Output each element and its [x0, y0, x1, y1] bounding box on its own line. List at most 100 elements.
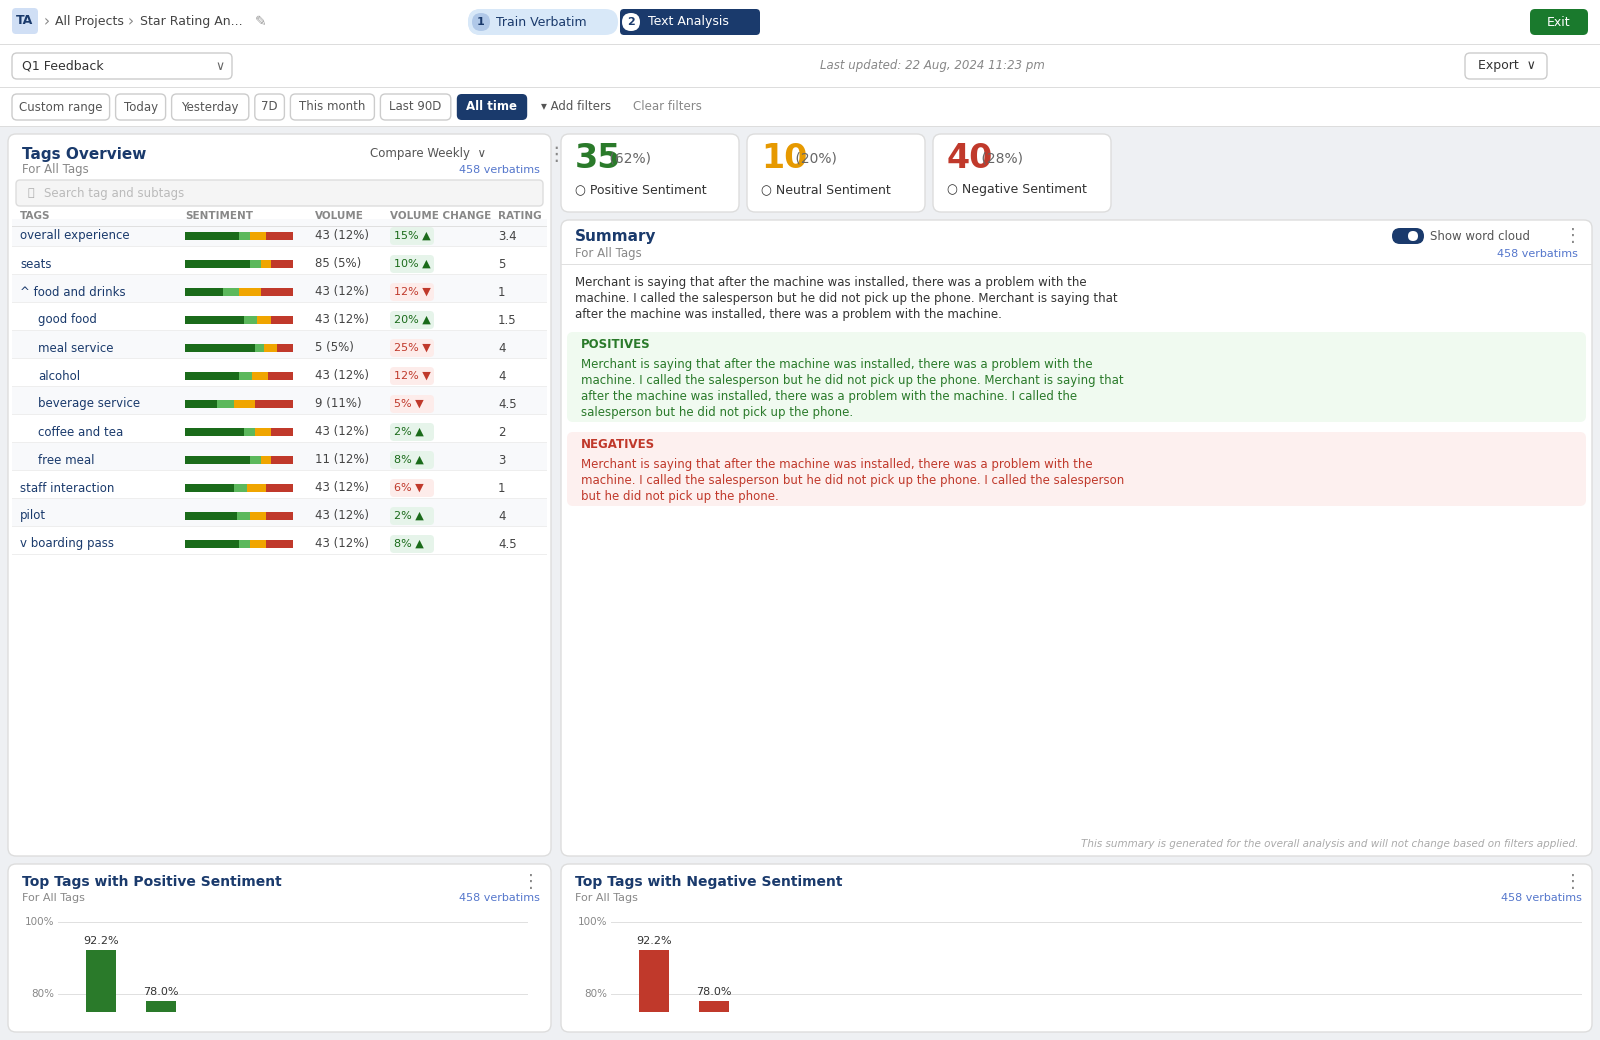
Bar: [186, 260, 250, 268]
Text: 2: 2: [627, 17, 635, 27]
Bar: [272, 260, 293, 268]
Bar: [264, 344, 277, 352]
Text: 11 (12%): 11 (12%): [315, 453, 370, 467]
Bar: [250, 232, 266, 240]
FancyBboxPatch shape: [621, 9, 760, 35]
Bar: [13, 219, 547, 246]
Bar: [186, 456, 250, 464]
Text: For All Tags: For All Tags: [574, 248, 642, 260]
Text: Exit: Exit: [1547, 16, 1571, 28]
Bar: [250, 512, 266, 520]
Text: Train Verbatim: Train Verbatim: [496, 16, 587, 28]
Text: Tags Overview: Tags Overview: [22, 147, 146, 161]
Text: 4: 4: [498, 369, 506, 383]
Text: 2% ▲: 2% ▲: [394, 511, 424, 521]
Bar: [266, 484, 293, 492]
Text: ⋮: ⋮: [522, 873, 541, 891]
Bar: [146, 1002, 176, 1012]
Text: ○ Negative Sentiment: ○ Negative Sentiment: [947, 183, 1086, 197]
FancyBboxPatch shape: [747, 134, 925, 212]
Text: 1: 1: [477, 17, 485, 27]
Text: 25% ▼: 25% ▼: [394, 343, 430, 353]
FancyBboxPatch shape: [390, 535, 434, 553]
Text: 4.5: 4.5: [498, 538, 517, 550]
Bar: [186, 484, 234, 492]
Text: 458 verbatims: 458 verbatims: [1498, 249, 1578, 259]
Bar: [272, 428, 293, 436]
Text: Summary: Summary: [574, 229, 656, 243]
Bar: [222, 288, 238, 296]
Text: Q1 Feedback: Q1 Feedback: [22, 59, 104, 73]
Text: 100%: 100%: [578, 917, 606, 927]
Text: free meal: free meal: [38, 453, 94, 467]
Text: but he did not pick up the phone.: but he did not pick up the phone.: [581, 490, 779, 503]
Text: ⋮: ⋮: [1565, 227, 1582, 245]
Text: machine. I called the salesperson but he did not pick up the phone. Merchant is : machine. I called the salesperson but he…: [581, 374, 1123, 387]
Text: 12% ▼: 12% ▼: [394, 371, 430, 381]
Text: 43 (12%): 43 (12%): [315, 313, 370, 327]
FancyBboxPatch shape: [8, 134, 550, 856]
FancyBboxPatch shape: [1466, 53, 1547, 79]
Bar: [277, 344, 293, 352]
Text: after the machine was installed, there was a problem with the machine. I called : after the machine was installed, there w…: [581, 390, 1077, 402]
Text: Merchant is saying that after the machine was installed, there was a problem wit: Merchant is saying that after the machin…: [574, 276, 1086, 289]
Text: For All Tags: For All Tags: [22, 163, 88, 177]
FancyBboxPatch shape: [622, 12, 640, 31]
Text: 12% ▼: 12% ▼: [394, 287, 430, 297]
Text: 40: 40: [947, 141, 994, 175]
Text: ∨: ∨: [216, 59, 224, 73]
Text: ^ food and drinks: ^ food and drinks: [19, 286, 126, 298]
Bar: [0, 45, 1600, 87]
Text: 43 (12%): 43 (12%): [315, 425, 370, 439]
Text: coffee and tea: coffee and tea: [38, 425, 123, 439]
Text: 1: 1: [498, 482, 506, 494]
Bar: [638, 951, 669, 1012]
FancyBboxPatch shape: [472, 12, 490, 31]
Text: TA: TA: [16, 15, 34, 27]
Text: POSITIVES: POSITIVES: [581, 338, 651, 350]
Text: 5 (5%): 5 (5%): [315, 341, 354, 355]
Bar: [256, 428, 272, 436]
Text: 15% ▲: 15% ▲: [394, 231, 430, 241]
Text: 🔍: 🔍: [29, 188, 35, 198]
Bar: [186, 540, 238, 548]
Text: salesperson but he did not pick up the phone.: salesperson but he did not pick up the p…: [581, 406, 853, 419]
Text: 20% ▲: 20% ▲: [394, 315, 430, 324]
Text: Last 90D: Last 90D: [389, 101, 442, 113]
Text: 10% ▲: 10% ▲: [394, 259, 430, 269]
Bar: [186, 400, 218, 408]
FancyBboxPatch shape: [390, 479, 434, 497]
Text: 92.2%: 92.2%: [83, 936, 118, 946]
Text: meal service: meal service: [38, 341, 114, 355]
Bar: [186, 288, 222, 296]
FancyBboxPatch shape: [1408, 231, 1418, 241]
FancyBboxPatch shape: [390, 395, 434, 413]
FancyBboxPatch shape: [16, 180, 542, 206]
Text: good food: good food: [38, 313, 98, 327]
FancyBboxPatch shape: [254, 94, 285, 120]
Text: beverage service: beverage service: [38, 397, 141, 411]
Text: alcohol: alcohol: [38, 369, 80, 383]
Bar: [238, 540, 250, 548]
Text: 80%: 80%: [584, 989, 606, 999]
FancyBboxPatch shape: [562, 864, 1592, 1032]
Text: Top Tags with Positive Sentiment: Top Tags with Positive Sentiment: [22, 875, 282, 889]
FancyBboxPatch shape: [390, 255, 434, 272]
Text: 3.4: 3.4: [498, 230, 517, 242]
Text: 85 (5%): 85 (5%): [315, 258, 362, 270]
Text: Compare Weekly  ∨: Compare Weekly ∨: [370, 148, 486, 160]
Text: 2: 2: [498, 425, 506, 439]
Text: RATING: RATING: [498, 211, 542, 220]
Text: 43 (12%): 43 (12%): [315, 538, 370, 550]
Bar: [186, 428, 245, 436]
Text: Top Tags with Negative Sentiment: Top Tags with Negative Sentiment: [574, 875, 843, 889]
Text: VOLUME CHANGE: VOLUME CHANGE: [390, 211, 491, 220]
Text: (20%): (20%): [790, 151, 837, 165]
Bar: [699, 1002, 730, 1012]
Bar: [0, 88, 1600, 126]
Text: 458 verbatims: 458 verbatims: [459, 165, 541, 175]
FancyBboxPatch shape: [562, 134, 739, 212]
Bar: [86, 951, 115, 1012]
FancyBboxPatch shape: [562, 220, 1592, 856]
Text: 92.2%: 92.2%: [637, 936, 672, 946]
